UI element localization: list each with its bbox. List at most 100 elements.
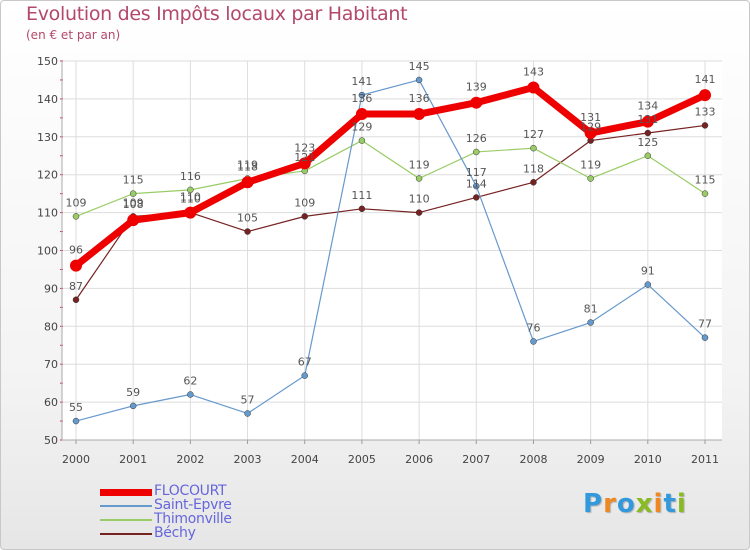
y-tick-label: 70	[44, 358, 58, 371]
y-tick-label: 80	[44, 320, 58, 333]
data-point	[129, 190, 137, 197]
data-label: 110	[180, 193, 201, 206]
data-point	[584, 127, 597, 140]
data-point	[244, 410, 251, 417]
data-label: 108	[123, 198, 144, 211]
legend-label: Saint-Epvre	[154, 497, 232, 513]
data-label: 134	[637, 100, 658, 113]
data-point	[527, 81, 540, 94]
legend-label: FLOCOURT	[154, 483, 227, 499]
x-tick-label: 2011	[691, 453, 719, 466]
line-chart: 50 60 70 80 90 100 110 120 130 140 150 2000 2001 2002…	[37, 55, 722, 466]
data-label: 129	[580, 121, 601, 134]
data-label: 119	[237, 158, 258, 171]
data-point	[587, 319, 594, 326]
data-point	[415, 175, 423, 182]
series-line-thimonville	[75, 139, 706, 217]
data-label: 127	[523, 128, 544, 141]
data-label: 96	[69, 244, 83, 257]
logo-letter: o	[616, 489, 636, 519]
data-label: 118	[237, 160, 258, 173]
data-point	[413, 108, 426, 121]
data-label: 109	[66, 196, 87, 209]
data-label: 91	[641, 265, 655, 278]
legend-label: Béchy	[154, 525, 196, 541]
data-point	[244, 228, 251, 235]
chart-subtitle: (en € et par an)	[26, 28, 121, 42]
data-point	[530, 144, 537, 152]
data-label: 129	[351, 121, 372, 134]
data-label: 117	[466, 166, 487, 179]
legend-item: FLOCOURT	[100, 483, 320, 499]
data-label: 119	[580, 158, 601, 171]
legend-swatch	[100, 533, 152, 535]
data-label: 115	[695, 174, 716, 187]
data-label: 125	[637, 136, 658, 149]
data-label: 111	[351, 189, 372, 202]
data-point	[72, 296, 80, 304]
data-point	[129, 402, 137, 410]
x-tick-label: 2003	[234, 453, 262, 466]
data-point	[301, 372, 308, 379]
data-point	[358, 137, 366, 144]
data-point	[184, 206, 197, 219]
legend-item: Béchy	[100, 525, 320, 541]
data-label: 109	[294, 196, 315, 209]
legend-swatch	[100, 505, 152, 507]
data-point	[699, 89, 711, 102]
data-label: 105	[237, 212, 258, 225]
x-tick-label: 2008	[519, 453, 547, 466]
data-point	[355, 108, 368, 121]
y-tick-label: 60	[44, 396, 58, 409]
data-point	[301, 213, 308, 220]
data-label: 57	[241, 393, 255, 406]
y-tick-label: 140	[37, 93, 58, 106]
x-tick-label: 2007	[462, 453, 490, 466]
data-point	[587, 175, 594, 182]
logo-letter: i	[676, 489, 687, 519]
data-point	[473, 182, 480, 190]
data-point	[644, 129, 652, 137]
data-point	[470, 96, 483, 109]
x-tick-label: 2010	[634, 453, 662, 466]
legend-label: Thimonville	[154, 511, 232, 527]
data-label: 131	[580, 111, 601, 124]
legend-swatch	[100, 489, 152, 496]
data-label: 118	[523, 162, 544, 175]
data-point	[358, 205, 366, 213]
y-tick-label: 150	[37, 55, 58, 68]
data-label: 114	[466, 177, 487, 190]
data-label: 119	[409, 158, 430, 171]
data-label: 110	[180, 191, 201, 204]
legend-item: Thimonville	[100, 511, 320, 527]
x-tick-label: 2002	[176, 453, 204, 466]
data-point	[701, 122, 709, 129]
y-tick-label: 120	[37, 169, 58, 182]
proxiti-logo: Proxiti	[583, 489, 687, 519]
x-tick-label: 2004	[291, 453, 319, 466]
data-label: 67	[298, 356, 312, 369]
x-tick-label: 2000	[62, 453, 90, 466]
data-point	[701, 190, 709, 197]
x-tick-label: 2006	[405, 453, 433, 466]
data-label: 81	[584, 303, 598, 316]
data-point	[473, 148, 480, 156]
data-point	[241, 176, 254, 189]
series-line-flocourt	[72, 84, 709, 270]
data-point	[644, 152, 652, 159]
data-label: 55	[69, 401, 83, 414]
data-label: 139	[466, 81, 487, 94]
logo-letter: t	[663, 489, 677, 519]
data-point	[72, 417, 80, 425]
x-tick-label: 2005	[348, 453, 376, 466]
data-label: 145	[409, 60, 430, 73]
data-label: 121	[294, 151, 315, 164]
data-label: 141	[351, 75, 372, 88]
data-point	[70, 259, 82, 272]
data-point	[701, 334, 709, 341]
data-point	[415, 209, 423, 216]
logo-letter: r	[603, 489, 617, 519]
y-tick-label: 50	[44, 434, 58, 447]
series-line-saint-epvre	[75, 79, 706, 422]
data-label: 136	[409, 92, 430, 105]
